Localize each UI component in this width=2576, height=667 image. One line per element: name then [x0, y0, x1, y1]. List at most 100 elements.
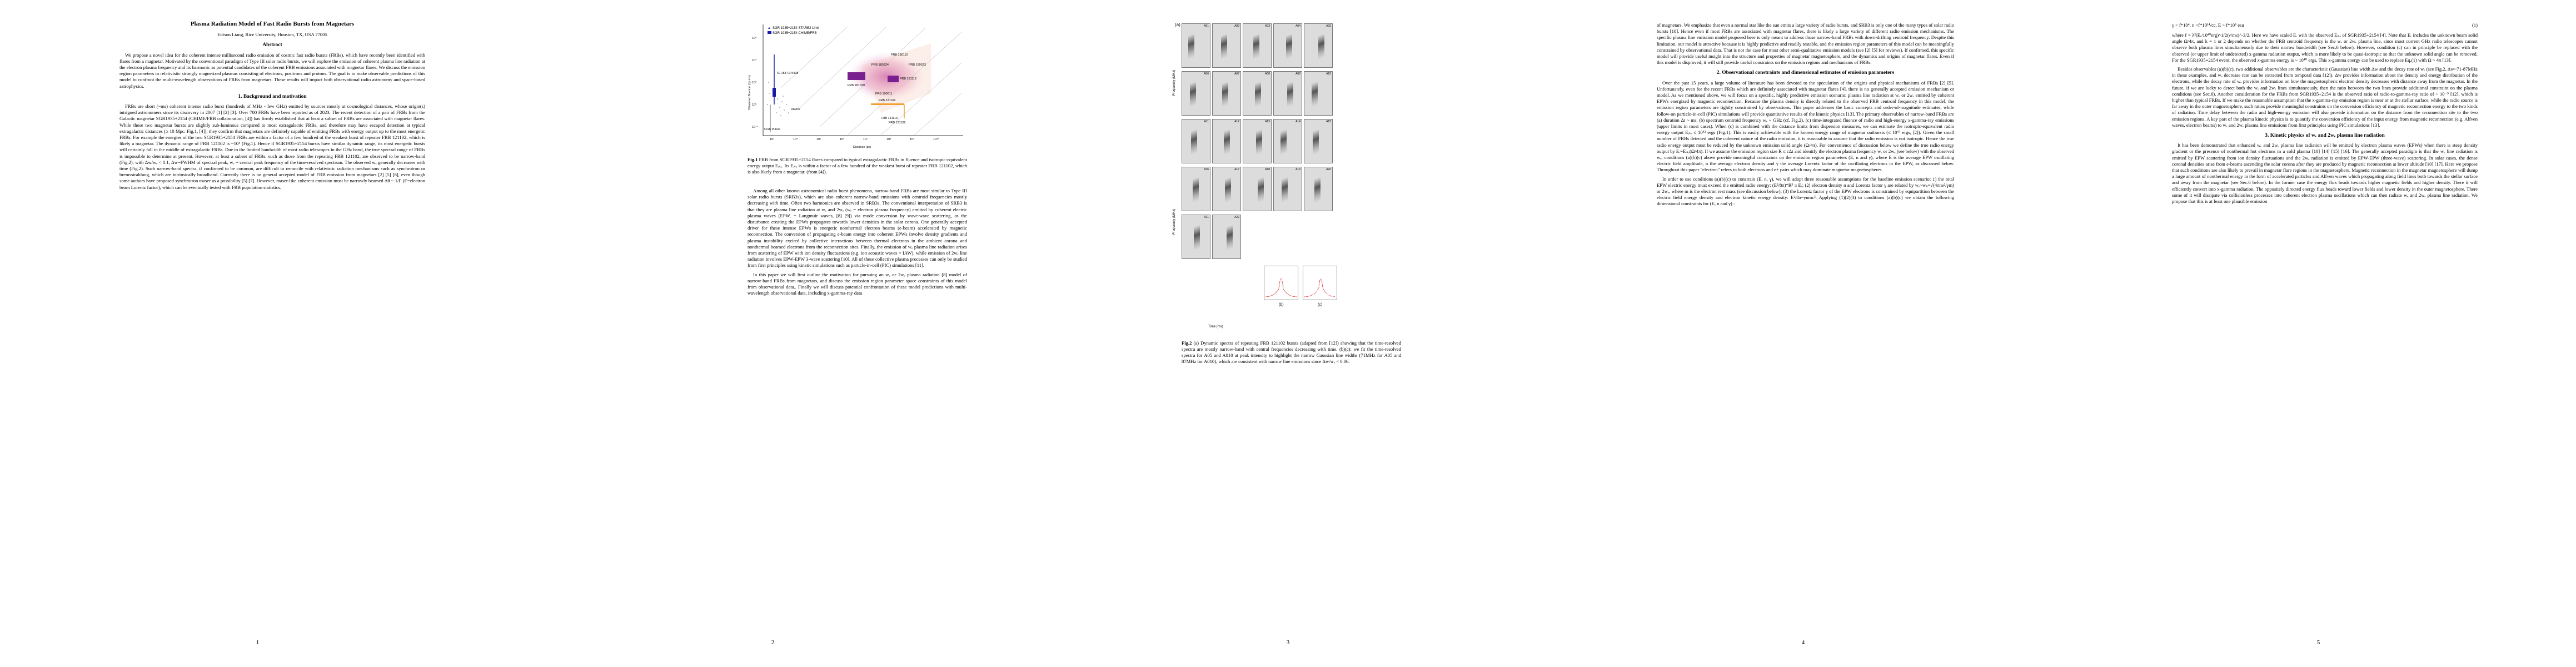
- dynamic-spectrum-panel: A07: [1212, 71, 1241, 116]
- panel-id-label: A04: [1296, 24, 1301, 28]
- frequency-axis-label: Frequency (MHz): [1173, 69, 1176, 96]
- page2-column: Among all other known astronomical radio…: [748, 188, 967, 299]
- burst-signal: [1225, 171, 1231, 207]
- page5-paragraph-1: where f = λ²(Eᵣ/10⁴⁰erg)^1/2(ν/ms)^-3/2.…: [2172, 32, 2478, 63]
- burst-signal: [1282, 171, 1288, 207]
- dynamic-spectrum-panel: A01: [1182, 23, 1210, 68]
- burst-signal: [1188, 28, 1194, 63]
- burst-signal: [1191, 123, 1197, 159]
- section-1-heading: 1. Background and motivation: [238, 93, 307, 99]
- svg-text:▲: ▲: [768, 27, 771, 30]
- burst-signal: [1287, 76, 1293, 111]
- burst-signal: [1280, 123, 1287, 159]
- dynamic-spectrum-panel: A17: [1212, 167, 1241, 211]
- panel-b-label: (b): [1279, 303, 1284, 307]
- dynamic-spectrum-panel: A10: [1304, 71, 1333, 116]
- y-tick-1: 10⁶: [752, 36, 756, 40]
- panel-c-spectrum: [1303, 266, 1337, 300]
- burst-signal: [1194, 219, 1200, 255]
- panel-a-label: (a): [1175, 22, 1180, 27]
- label-rrats: RRATs: [791, 108, 800, 111]
- dynamic-spectrum-panel: A09: [1273, 71, 1302, 116]
- page-5: γ < f*10⁴, n <f*10¹⁴/cc, E > f*10⁸ esu (…: [2061, 0, 2576, 667]
- figure-1-caption-label: Fig.1: [748, 157, 758, 162]
- frb-label-6: FRB 190611: [875, 92, 892, 96]
- dynamic-spectrum-panel: A02: [1212, 23, 1241, 68]
- dynamic-spectrum-panel: A03: [1243, 23, 1272, 68]
- figure-1-caption-text: FRB from SGR1935+2154 flares compared to…: [748, 157, 967, 175]
- author-line: Edison Liang, Rice University, Houston, …: [217, 32, 327, 38]
- abstract-text: We propose a novel idea for the coherent…: [119, 52, 425, 89]
- panel-id-label: A09: [1296, 72, 1301, 76]
- equation-1-number: (1): [2472, 22, 2478, 28]
- dynamic-spectrum-panel: A22: [1212, 215, 1241, 259]
- burst-signal: [1223, 123, 1230, 159]
- page-number: 2: [771, 639, 775, 646]
- panel-id-label: A05: [1326, 24, 1331, 28]
- figure-1-plot: ▲ SGR 1935+2154 STARE2 Limit SGR 1935+21…: [748, 21, 964, 152]
- burst-signal: [1285, 28, 1292, 63]
- panel-id-label: A01: [1204, 24, 1209, 28]
- frb-121102-bar: [871, 103, 904, 105]
- burst-signal: [1318, 28, 1324, 63]
- section-2-heading: 2. Observational constraints and dimensi…: [1716, 70, 1895, 76]
- frb-label-1: FRB 180110: [891, 53, 908, 57]
- figure-1-caption: Fig.1 FRB from SGR1935+2154 flares compa…: [748, 157, 967, 175]
- x-tick-7: 10⁹: [910, 137, 914, 141]
- panel-c-label: (c): [1318, 303, 1323, 307]
- dynamic-spectrum-panel: A04: [1273, 23, 1302, 68]
- paper-title: Plasma Radiation Model of Fast Radio Bur…: [190, 21, 355, 27]
- frb-181112-bar: [888, 76, 899, 82]
- dynamic-spectrum-panel: A18: [1243, 167, 1272, 211]
- frb-label-2: FRB 180924: [871, 63, 889, 67]
- equation-1: γ < f*10⁴, n <f*10¹⁴/cc, E > f*10⁸ esu (…: [2172, 22, 2478, 30]
- dynamic-spectrum-panel: A14: [1273, 119, 1302, 163]
- figure-2-dynamic-spectra: Frequency (MHz) Frequency (MHz) A01 A02 A0…: [1173, 23, 1334, 323]
- page-1: Plasma Radiation Model of Fast Radio Bur…: [0, 0, 515, 667]
- figure-1-legend: ▲ SGR 1935+2154 STARE2 Limit SGR 1935+21…: [768, 27, 819, 35]
- x-tick-5: 10⁷: [863, 137, 868, 141]
- frb-181030-bar: [848, 72, 865, 80]
- abstract-heading: Abstract: [262, 42, 282, 48]
- panel-id-label: A06: [1204, 72, 1209, 76]
- page5-paragraph-3: It has been demonstrated that enhanced w…: [2172, 142, 2478, 205]
- panel-id-label: A18: [1265, 168, 1270, 171]
- x-axis-label: Distance (pc): [853, 146, 871, 149]
- frb-label-4: FRB 181030: [848, 84, 865, 87]
- figure-1: ▲ SGR 1935+2154 STARE2 Limit SGR 1935+21…: [748, 21, 964, 152]
- y-axis-label: Observed fluence (Jy ms): [748, 75, 751, 110]
- burst-signal: [1314, 171, 1321, 207]
- panel-id-label: A11: [1204, 120, 1209, 123]
- section-3-heading: 3. Kinetic physics of wₑ and 2wₑ plasma …: [2265, 133, 2385, 139]
- page4-column: of magnetars. We emphasize that even a n…: [1657, 22, 1954, 210]
- burst-signal: [1189, 76, 1196, 111]
- frb-population: [848, 52, 925, 102]
- panel-b-spectrum: [1264, 266, 1298, 300]
- page-number: 3: [1286, 639, 1290, 646]
- legend-chime: SGR 1935+2154 CHIME/FRB: [773, 32, 817, 35]
- dynamic-spectrum-panel: A06: [1182, 71, 1210, 116]
- x-tick-3: 10⁵: [816, 137, 821, 141]
- page-number: 4: [1801, 639, 1805, 646]
- page-number: 5: [2316, 639, 2320, 646]
- panel-id-label: A22: [1234, 216, 1239, 219]
- page4-paragraph-3: In order to use conditions (a)(b)(c) to …: [1657, 176, 1954, 207]
- y-tick-2: 10⁴: [752, 58, 757, 62]
- dynamic-spectrum-panel: A21: [1182, 215, 1210, 259]
- panel-id-label: A14: [1296, 120, 1301, 123]
- dynamic-spectrum-panel: A16: [1182, 167, 1210, 211]
- page5-column: γ < f*10⁴, n <f*10¹⁴/cc, E > f*10⁸ esu (…: [2172, 22, 2478, 207]
- burst-signal: [1311, 76, 1318, 111]
- frb-label-5: FRB 181112: [900, 77, 916, 81]
- dynamic-spectrum-panel: A05: [1304, 23, 1333, 68]
- panel-id-label: A15: [1326, 120, 1331, 123]
- page1-column: Plasma Radiation Model of Fast Radio Bur…: [119, 21, 425, 193]
- x-tick-8: 10¹⁰: [933, 137, 939, 141]
- y-tick-5: 10⁻²: [752, 126, 758, 129]
- frb-label-8: FRB 141113: [881, 117, 898, 120]
- frb-label-7: FRB 121102: [879, 99, 895, 102]
- panel-id-label: A19: [1296, 168, 1301, 171]
- y-tick-3: 10²: [752, 81, 756, 84]
- time-axis-label: Time (ms): [1208, 325, 1223, 328]
- panel-id-label: A10: [1326, 72, 1331, 76]
